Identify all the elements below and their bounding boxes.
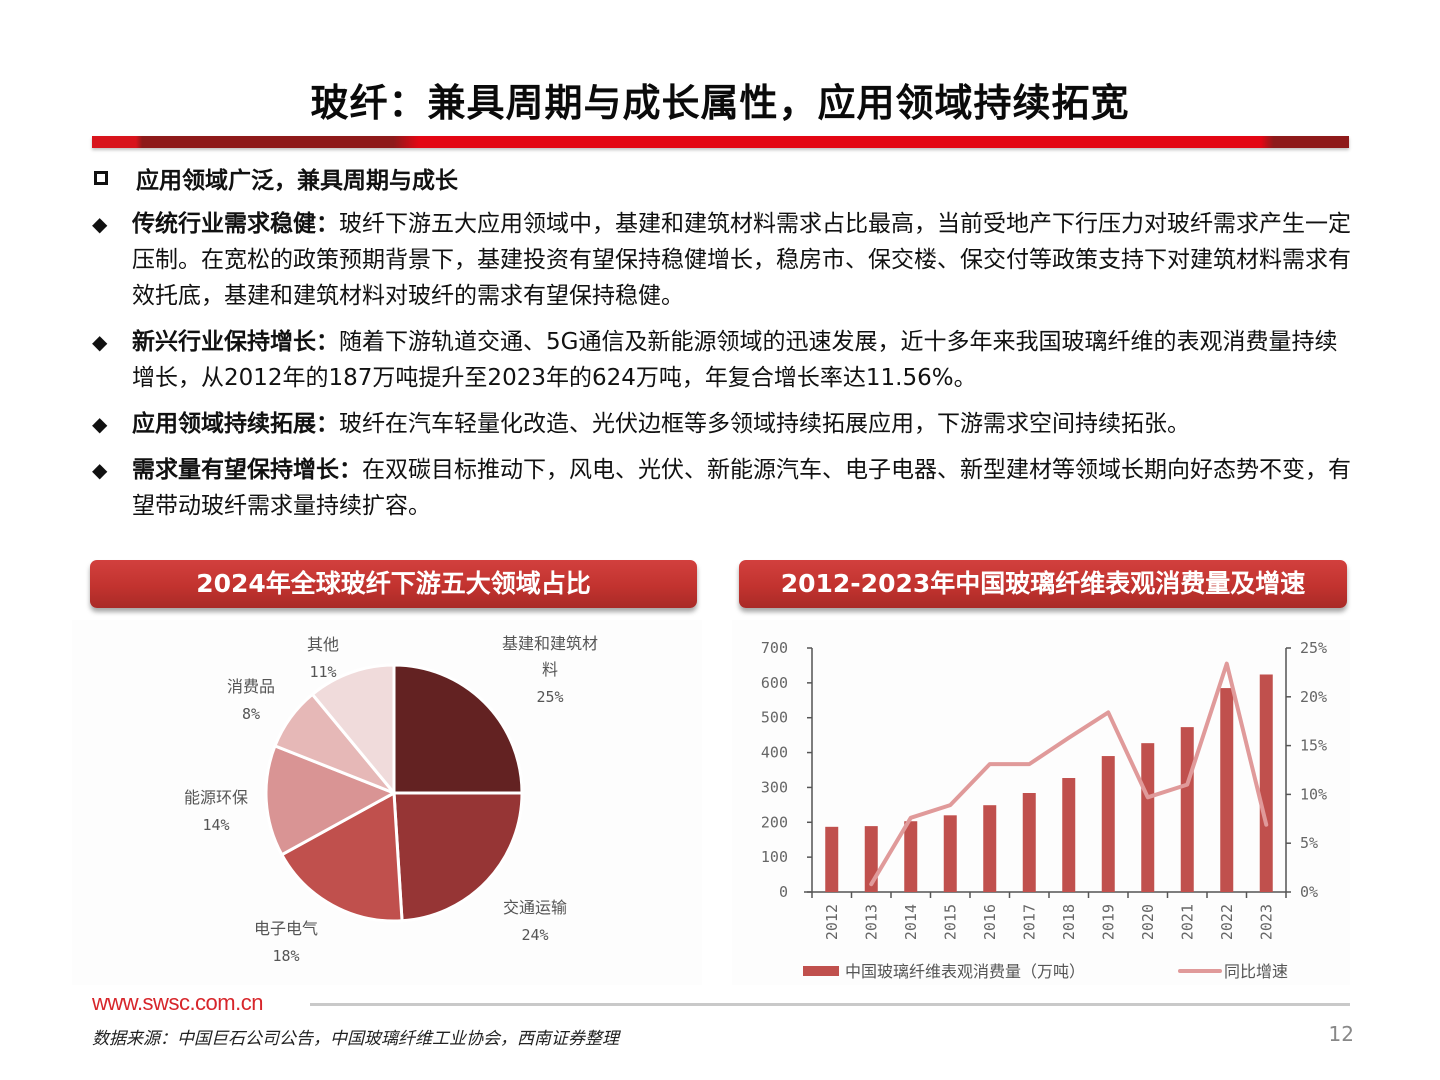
section-heading-text: 应用领域广泛，兼具周期与成长 (136, 168, 458, 194)
bullet-text: 随着下游轨道交通、5G通信及新能源领域的迅速发展，近十多年来我国玻璃纤维的表观消… (132, 329, 1338, 391)
bar (1259, 674, 1273, 892)
left-axis-tick-label: 100 (761, 848, 788, 866)
x-axis-tick-label: 2023 (1257, 904, 1275, 940)
pie-percent-label: 8% (242, 705, 260, 723)
bullet-section: 应用领域广泛，兼具周期与成长 ◆ 传统行业需求稳健：玻纤下游五大应用领域中，基建… (92, 160, 1354, 524)
bar (943, 815, 957, 892)
pie-category-label: 交通运输 (503, 898, 567, 917)
pie-slice (310, 663, 396, 798)
left-axis-tick-label: 700 (761, 639, 788, 657)
left-axis-tick-label: 600 (761, 674, 788, 692)
section-heading: 应用领域广泛，兼具周期与成长 (92, 160, 1354, 196)
bullet-item: ◆ 需求量有望保持增长：在双碳目标推动下，风电、光伏、新能源汽车、电子电器、新型… (92, 452, 1354, 524)
bar (825, 826, 839, 892)
footer-url-link[interactable]: www.swsc.com.cn (92, 990, 263, 1015)
bar (904, 821, 918, 892)
diamond-bullet-icon: ◆ (92, 412, 108, 436)
bar (1062, 778, 1076, 892)
pie-slice (279, 790, 404, 923)
pie-category-label: 基建和建筑材 (502, 634, 598, 653)
pie-percent-label: 24% (521, 926, 548, 944)
bar (1180, 727, 1194, 892)
pie-category-label: 能源环保 (184, 788, 248, 807)
pie-percent-label: 18% (272, 947, 299, 965)
growth-rate-line (869, 661, 1269, 887)
bullet-item: ◆ 传统行业需求稳健：玻纤下游五大应用领域中，基建和建筑材料需求占比最高，当前受… (92, 206, 1354, 314)
pie-percent-label: 11% (309, 663, 336, 681)
right-axis-tick-label: 20% (1300, 688, 1327, 706)
bullet-label: 传统行业需求稳健： (132, 211, 339, 237)
left-axis-tick-label: 200 (761, 813, 788, 831)
bar (1101, 756, 1115, 892)
pie-slice (392, 663, 524, 795)
diamond-bullet-icon: ◆ (92, 458, 108, 482)
pie-category-label: 电子电气 (254, 919, 318, 938)
x-axis-tick-label: 2016 (981, 904, 999, 940)
x-axis-tick-label: 2020 (1139, 904, 1157, 940)
title-divider-bar (92, 136, 1349, 148)
data-source-note: 数据来源：中国巨石公司公告，中国玻璃纤维工业协会，西南证券整理 (92, 1029, 619, 1049)
bullet-item: ◆ 新兴行业保持增长：随着下游轨道交通、5G通信及新能源领域的迅速发展，近十多年… (92, 324, 1354, 396)
x-axis-tick-label: 2018 (1060, 904, 1078, 940)
bar (1220, 688, 1234, 892)
bullet-item: ◆ 应用领域持续拓展：玻纤在汽车轻量化改造、光伏边框等多领域持续拓展应用，下游需… (92, 406, 1354, 442)
page-number: 12 (1328, 1022, 1354, 1046)
legend-bar-label: 中国玻璃纤维表观消费量（万吨） (845, 962, 1085, 981)
pie-chart-title: 2024年全球玻纤下游五大领域占比 (90, 560, 697, 608)
diamond-bullet-icon: ◆ (92, 330, 108, 354)
right-axis-tick-label: 10% (1300, 785, 1327, 803)
left-axis-tick-label: 400 (761, 744, 788, 762)
x-axis-tick-label: 2015 (941, 904, 959, 940)
combo-chart-title: 2012-2023年中国玻璃纤维表观消费量及增速 (739, 560, 1347, 608)
x-axis-tick-label: 2022 (1218, 904, 1236, 940)
legend-line-label: 同比增速 (1224, 962, 1288, 981)
bullet-label: 需求量有望保持增长： (132, 457, 362, 483)
x-axis-tick-label: 2014 (902, 904, 920, 940)
x-axis-tick-label: 2017 (1020, 904, 1038, 940)
bullet-text: 在双碳目标推动下，风电、光伏、新能源汽车、电子电器、新型建材等领域长期向好态势不… (132, 457, 1351, 519)
pie-category-label: 消费品 (227, 677, 275, 696)
left-axis-tick-label: 300 (761, 778, 788, 796)
combo-chart-background (732, 620, 1350, 985)
right-axis-tick-label: 5% (1300, 834, 1318, 852)
right-axis-tick-label: 15% (1300, 737, 1327, 755)
page-title: 玻纤：兼具周期与成长属性，应用领域持续拓宽 (310, 81, 1130, 125)
x-axis-tick-label: 2019 (1099, 904, 1117, 940)
pie-category-label: 其他 (307, 635, 339, 654)
pie-category-label: 料 (542, 660, 558, 679)
legend-bar-swatch (803, 966, 839, 976)
left-axis-tick-label: 0 (779, 883, 788, 901)
pie-slice (264, 743, 398, 857)
x-axis-tick-label: 2021 (1178, 904, 1196, 940)
bar (1141, 743, 1155, 892)
bullet-text: 玻纤下游五大应用领域中，基建和建筑材料需求占比最高，当前受地产下行压力对玻纤需求… (132, 211, 1351, 309)
right-axis-tick-label: 0% (1300, 883, 1318, 901)
pie-percent-label: 14% (202, 816, 229, 834)
bullet-label: 新兴行业保持增长： (132, 329, 339, 355)
x-axis-tick-label: 2013 (862, 904, 880, 940)
right-axis-tick-label: 25% (1300, 639, 1327, 657)
left-axis-tick-label: 500 (761, 709, 788, 727)
bar (983, 805, 997, 892)
bar (1022, 793, 1036, 892)
bullet-label: 应用领域持续拓展： (132, 411, 339, 437)
footer-divider (310, 1003, 1350, 1006)
x-axis-tick-label: 2012 (823, 904, 841, 940)
pie-slice (392, 791, 524, 923)
square-bullet-icon (94, 171, 108, 185)
diamond-bullet-icon: ◆ (92, 212, 108, 236)
bullet-text: 玻纤在汽车轻量化改造、光伏边框等多领域持续拓展应用，下游需求空间持续拓张。 (339, 411, 1190, 437)
pie-percent-label: 25% (536, 688, 563, 706)
